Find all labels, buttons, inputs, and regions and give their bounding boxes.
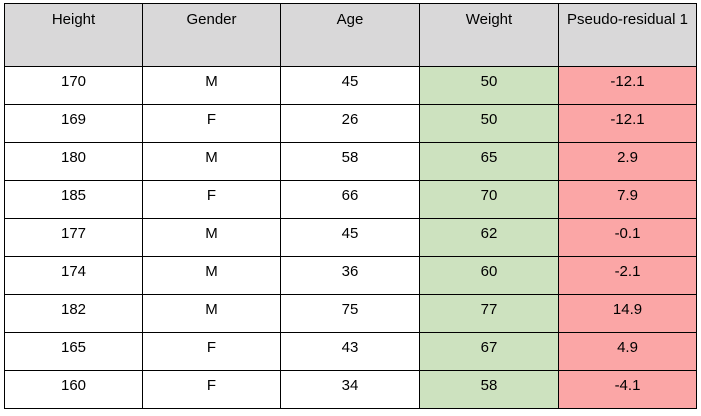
table-row: 185 F 66 70 7.9 [4, 180, 697, 219]
table-row: 180 M 58 65 2.9 [4, 142, 697, 181]
cell-weight: 67 [419, 332, 559, 371]
cell-weight: 58 [419, 370, 559, 409]
cell-height: 180 [4, 142, 143, 181]
cell-height: 170 [4, 66, 143, 105]
cell-gender: F [142, 180, 281, 219]
cell-pseudo-residual: 2.9 [558, 142, 697, 181]
cell-pseudo-residual: -2.1 [558, 256, 697, 295]
table-row: 165 F 43 67 4.9 [4, 332, 697, 371]
cell-pseudo-residual: 7.9 [558, 180, 697, 219]
header-pseudo-residual: Pseudo-residual 1 [558, 3, 697, 67]
cell-height: 182 [4, 294, 143, 333]
cell-age: 45 [280, 66, 420, 105]
cell-weight: 60 [419, 256, 559, 295]
cell-gender: M [142, 256, 281, 295]
cell-weight: 70 [419, 180, 559, 219]
cell-age: 34 [280, 370, 420, 409]
cell-gender: F [142, 370, 281, 409]
table-header: Height Gender Age Weight Pseudo-residual… [4, 3, 697, 67]
cell-pseudo-residual: -4.1 [558, 370, 697, 409]
header-weight: Weight [419, 3, 559, 67]
cell-pseudo-residual: 14.9 [558, 294, 697, 333]
cell-gender: M [142, 218, 281, 257]
cell-weight: 50 [419, 66, 559, 105]
table-row: 160 F 34 58 -4.1 [4, 370, 697, 409]
cell-age: 66 [280, 180, 420, 219]
cell-age: 36 [280, 256, 420, 295]
data-table: Height Gender Age Weight Pseudo-residual… [4, 3, 697, 409]
cell-height: 160 [4, 370, 143, 409]
cell-gender: M [142, 66, 281, 105]
cell-gender: M [142, 294, 281, 333]
header-gender: Gender [142, 3, 281, 67]
cell-height: 177 [4, 218, 143, 257]
table-row: 169 F 26 50 -12.1 [4, 104, 697, 143]
cell-age: 58 [280, 142, 420, 181]
cell-height: 174 [4, 256, 143, 295]
cell-age: 43 [280, 332, 420, 371]
table-row: 170 M 45 50 -12.1 [4, 66, 697, 105]
table-row: 182 M 75 77 14.9 [4, 294, 697, 333]
cell-weight: 77 [419, 294, 559, 333]
cell-pseudo-residual: -0.1 [558, 218, 697, 257]
cell-pseudo-residual: -12.1 [558, 104, 697, 143]
cell-age: 75 [280, 294, 420, 333]
cell-gender: F [142, 104, 281, 143]
cell-weight: 50 [419, 104, 559, 143]
cell-pseudo-residual: -12.1 [558, 66, 697, 105]
cell-weight: 65 [419, 142, 559, 181]
cell-height: 185 [4, 180, 143, 219]
cell-height: 165 [4, 332, 143, 371]
header-height: Height [4, 3, 143, 67]
cell-gender: F [142, 332, 281, 371]
table-body: 170 M 45 50 -12.1 169 F 26 50 -12.1 180 … [4, 66, 697, 409]
cell-age: 45 [280, 218, 420, 257]
header-row: Height Gender Age Weight Pseudo-residual… [4, 3, 697, 67]
cell-pseudo-residual: 4.9 [558, 332, 697, 371]
cell-weight: 62 [419, 218, 559, 257]
table-row: 174 M 36 60 -2.1 [4, 256, 697, 295]
cell-height: 169 [4, 104, 143, 143]
cell-gender: M [142, 142, 281, 181]
cell-age: 26 [280, 104, 420, 143]
table-row: 177 M 45 62 -0.1 [4, 218, 697, 257]
header-age: Age [280, 3, 420, 67]
